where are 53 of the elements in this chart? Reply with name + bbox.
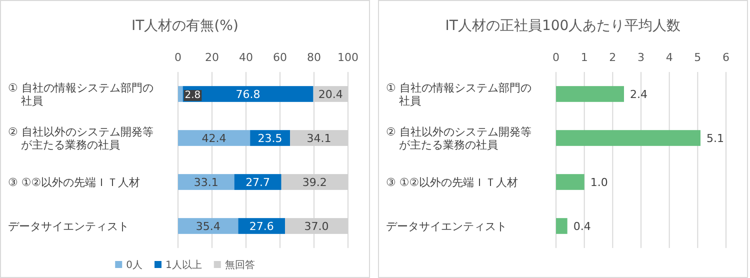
- data-label: 35.4: [196, 220, 220, 233]
- y-tick-label: ③ ①②以外の先端ＩＴ人材: [8, 176, 140, 189]
- y-tick-label: ② 自社以外のシステム開発等が主たる業務の社員: [8, 125, 154, 152]
- x-tick-label: 20: [205, 51, 219, 64]
- data-label: 20.4: [318, 88, 343, 101]
- bar: [178, 130, 250, 146]
- x-tick-label: 1: [580, 51, 588, 64]
- x-tick-label: 5: [694, 51, 702, 64]
- data-label: 33.1: [194, 176, 218, 189]
- bar: [178, 218, 238, 234]
- x-tick-label: 6: [722, 51, 730, 64]
- bar: [556, 174, 584, 190]
- x-tick-label: 3: [638, 51, 644, 64]
- x-tick-label: 4: [666, 51, 673, 64]
- x-tick-label: 100: [338, 51, 358, 64]
- text: 0.4: [573, 220, 591, 233]
- text: 2.4: [630, 88, 648, 101]
- legend-label: 0人: [126, 260, 142, 271]
- x-tick-label: 80: [307, 51, 321, 64]
- y-tick-label: ① 自社の情報システム部門の社員: [8, 81, 154, 108]
- chart-title: IT人材の有無(%): [132, 18, 238, 34]
- bar: [178, 174, 234, 190]
- bar: [178, 86, 183, 102]
- bar: [556, 86, 624, 102]
- bar: [556, 130, 700, 146]
- data-label: 37.0: [304, 220, 329, 233]
- bar: [238, 218, 286, 234]
- y-tick-label: データサイエンティスト: [8, 220, 129, 233]
- data-label: 39.2: [302, 176, 327, 189]
- x-tick-label: 0: [552, 51, 560, 64]
- data-label: 27.7: [246, 176, 270, 189]
- bar: [182, 86, 314, 102]
- x-tick-label: 40: [239, 51, 253, 64]
- bar: [234, 174, 282, 190]
- x-tick-label: 2: [609, 51, 616, 64]
- x-tick-label: 0: [174, 51, 182, 64]
- data-label: 27.6: [249, 220, 274, 233]
- data-label: 2.8: [184, 90, 201, 101]
- data-label: 23.5: [258, 132, 282, 145]
- text: 5.1: [706, 132, 724, 145]
- chart-title: IT人材の正社員100人あたり平均人数: [445, 18, 681, 34]
- data-label: 34.1: [306, 132, 332, 145]
- y-tick-label: ② 自社以外のシステム開発等が主たる業務の社員: [386, 125, 532, 152]
- legend-label: 無回答: [224, 259, 255, 271]
- x-tick-label: 60: [273, 51, 287, 64]
- y-tick-label: ③ ①②以外の先端ＩＴ人材: [386, 176, 518, 189]
- y-tick-label: データサイエンティスト: [386, 220, 507, 233]
- y-tick-label: ① 自社の情報システム部門の社員: [386, 81, 532, 108]
- data-label: 42.4: [202, 132, 226, 145]
- text: 1.0: [590, 176, 608, 189]
- data-label: 76.8: [236, 88, 260, 101]
- legend-label: 1人以上: [166, 259, 202, 271]
- bar: [556, 218, 568, 234]
